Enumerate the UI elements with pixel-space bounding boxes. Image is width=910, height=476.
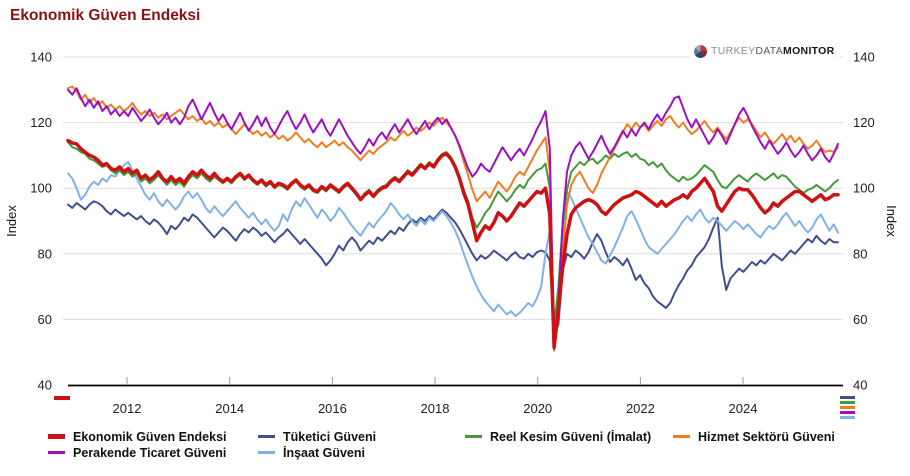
legend-label: Ekonomik Güven Endeksi	[73, 429, 227, 444]
legend-item-tuketici-guveni[interactable]: Tüketici Güveni	[258, 429, 376, 444]
legend-marker-tuketici	[258, 435, 275, 438]
page-title: Ekonomik Güven Endeksi	[10, 7, 201, 24]
x-tick-label-2022: 2022	[626, 401, 655, 416]
y-axis-title-left: Index	[4, 205, 19, 237]
series-handle-ekonomik[interactable]	[54, 396, 70, 400]
y-tick-label-left-100: 100	[30, 181, 52, 196]
y-tick-label-right-40: 40	[853, 378, 867, 393]
y-tick-label-left-140: 140	[30, 50, 52, 65]
legend-item-ekonomik-guven-endeksi[interactable]: Ekonomik Güven Endeksi	[48, 429, 227, 444]
series-line-perakende-ticaret-guveni[interactable]	[67, 87, 839, 350]
legend-label: Reel Kesim Güveni (İmalat)	[490, 429, 652, 444]
x-tick-label-2018: 2018	[421, 401, 450, 416]
series-line-reel-kesim-guveni[interactable]	[67, 141, 839, 327]
x-tick-label-2020: 2020	[523, 401, 552, 416]
legend-item-hizmet-sektoru-guveni[interactable]: Hizmet Sektörü Güveni	[673, 429, 835, 444]
series-handle-insaat[interactable]	[840, 416, 855, 419]
x-tick-label-2016: 2016	[318, 401, 347, 416]
series-line-insaat-guveni[interactable]	[67, 161, 839, 352]
x-tick-label-2012: 2012	[113, 401, 142, 416]
y-tick-label-right-140: 140	[853, 50, 875, 65]
y-tick-label-right-100: 100	[853, 181, 875, 196]
series-handle-perakende[interactable]	[840, 411, 855, 414]
y-tick-label-right-60: 60	[853, 312, 867, 327]
logo-text-monitor: MONITOR	[783, 45, 835, 57]
legend-label: Perakende Ticaret Güveni	[73, 445, 227, 460]
y-tick-label-left-40: 40	[38, 378, 52, 393]
legend-marker-perakende	[48, 451, 65, 454]
series-handle-reel[interactable]	[840, 401, 855, 404]
legend-item-insaat-guveni[interactable]: İnşaat Güveni	[258, 445, 365, 460]
series-line-tuketici-guveni[interactable]	[67, 200, 839, 337]
series-line-ekonomik-guven-endeksi[interactable]	[66, 138, 840, 350]
logo-pie-icon	[694, 44, 707, 58]
series-handle-tuketici[interactable]	[840, 396, 855, 399]
x-tick-label-2024: 2024	[729, 401, 758, 416]
legend-marker-insaat	[258, 451, 275, 454]
legend-marker-ekonomik	[48, 434, 65, 439]
x-tick-label-2014: 2014	[215, 401, 244, 416]
y-tick-label-left-120: 120	[30, 115, 52, 130]
legend-label: Hizmet Sektörü Güveni	[698, 429, 835, 444]
y-tick-label-left-60: 60	[38, 312, 52, 327]
y-tick-label-right-120: 120	[853, 115, 875, 130]
series-handle-hizmet[interactable]	[840, 406, 855, 409]
legend-item-perakende-ticaret-guveni[interactable]: Perakende Ticaret Güveni	[48, 445, 226, 460]
logo-text-turkey: TURKEY	[711, 45, 756, 57]
y-tick-label-right-80: 80	[853, 246, 867, 261]
turkey-data-monitor-logo: TURKEYDATAMONITOR	[690, 42, 839, 60]
y-axis-title-right: Index	[884, 205, 899, 237]
logo-text-data: DATA	[755, 45, 784, 57]
legend-item-reel-kesim-guveni[interactable]: Reel Kesim Güveni (İmalat)	[465, 429, 651, 444]
legend-label: İnşaat Güveni	[283, 445, 365, 460]
legend-marker-reel-kesim	[465, 435, 482, 438]
y-tick-label-left-80: 80	[38, 246, 52, 261]
legend-label: Tüketici Güveni	[283, 429, 377, 444]
legend-marker-hizmet	[673, 435, 690, 438]
